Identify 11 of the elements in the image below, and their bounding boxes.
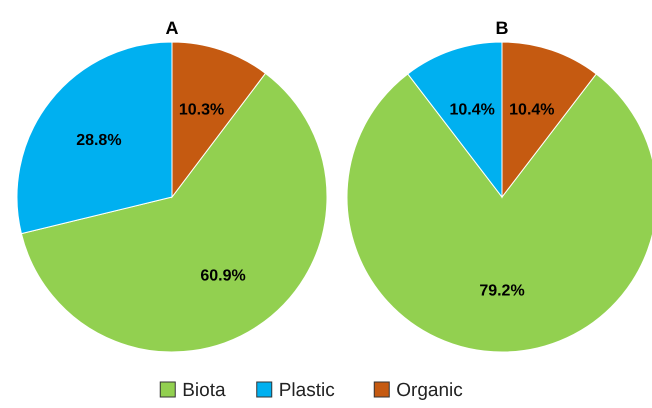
data-label: 10.4% xyxy=(449,102,495,119)
chart-title: B xyxy=(496,18,508,38)
data-label: 79.2% xyxy=(479,282,525,300)
data-label: 60.9% xyxy=(200,267,246,284)
chart-title: A xyxy=(166,18,178,38)
legend-label: Organic xyxy=(396,380,463,401)
data-label: 10.4% xyxy=(509,102,555,119)
data-label: 10.3% xyxy=(178,101,224,118)
legend-label: Biota xyxy=(182,380,226,401)
legend-label: Plastic xyxy=(278,380,335,401)
data-label: 28.8% xyxy=(76,132,122,150)
